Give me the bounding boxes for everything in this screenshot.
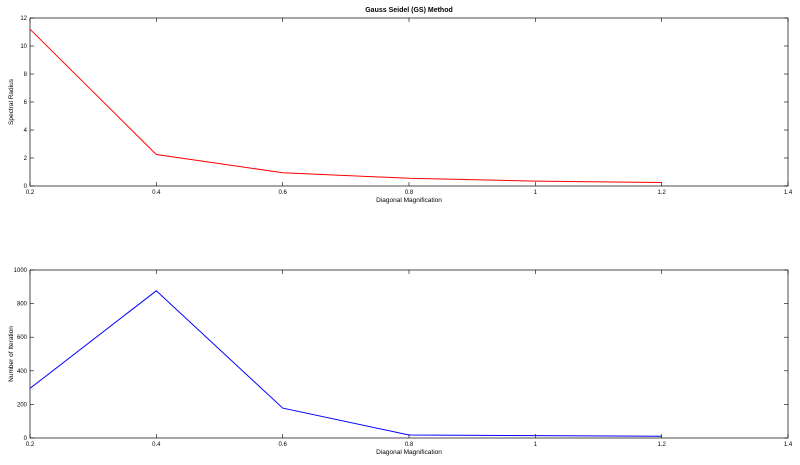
x-tick-label: 1.2 (657, 442, 666, 448)
y-axis-label: Number of Iteration (8, 326, 15, 382)
x-tick-label: 0.4 (152, 442, 161, 448)
chart-2: 0.2 0.4 0.6 0.8 1 1.2 1.4 0 200 400 600 800 1000 Diag… (8, 268, 793, 456)
plot-area (29, 17, 789, 187)
y-tick-label: 800 (17, 302, 28, 308)
y-tick-label: 12 (20, 16, 27, 22)
x-tick-label: 0.6 (278, 190, 287, 196)
series-line-1 (29, 28, 662, 183)
x-tick-label: 0.2 (26, 190, 35, 196)
y-tick-label: 10 (20, 44, 27, 50)
y-tick-label: 600 (17, 335, 28, 341)
x-tick-label: 1 (534, 190, 538, 196)
x-tick-label: 0.8 (405, 190, 414, 196)
x-tick-label: 1.2 (657, 190, 666, 196)
x-axis-label: Diagonal Magnification (376, 449, 442, 456)
y-tick-label: 200 (17, 402, 28, 408)
chart-title: Gauss Seidel (GS) Method (365, 7, 453, 14)
x-tick-label: 1 (534, 442, 538, 448)
y-tick-label: 400 (17, 369, 28, 375)
x-tick-label: 0.4 (152, 190, 161, 196)
series-line-1 (29, 290, 662, 437)
y-tick-label: 0 (24, 184, 28, 190)
x-tick-label: 0.2 (26, 442, 35, 448)
chart-1: 0.2 0.4 0.6 0.8 1 1.2 1.4 0 2 4 6 8 10 12 Gauss Seidel… (8, 7, 793, 204)
x-tick-label: 0.6 (278, 442, 287, 448)
x-tick-label: 0.8 (405, 442, 414, 448)
x-tick-label: 1.4 (784, 190, 793, 196)
y-tick-label: 6 (24, 100, 28, 106)
y-axis-label: Spectral Radius (8, 78, 15, 125)
y-tick-label: 4 (24, 128, 28, 134)
x-axis-label: Diagonal Magnification (376, 197, 442, 204)
y-tick-label: 2 (24, 156, 28, 162)
y-tick-label: 1000 (14, 268, 28, 274)
plot-area (29, 269, 789, 439)
x-tick-label: 1.4 (784, 442, 793, 448)
y-tick-label: 0 (24, 436, 28, 442)
y-tick-label: 8 (24, 72, 28, 78)
